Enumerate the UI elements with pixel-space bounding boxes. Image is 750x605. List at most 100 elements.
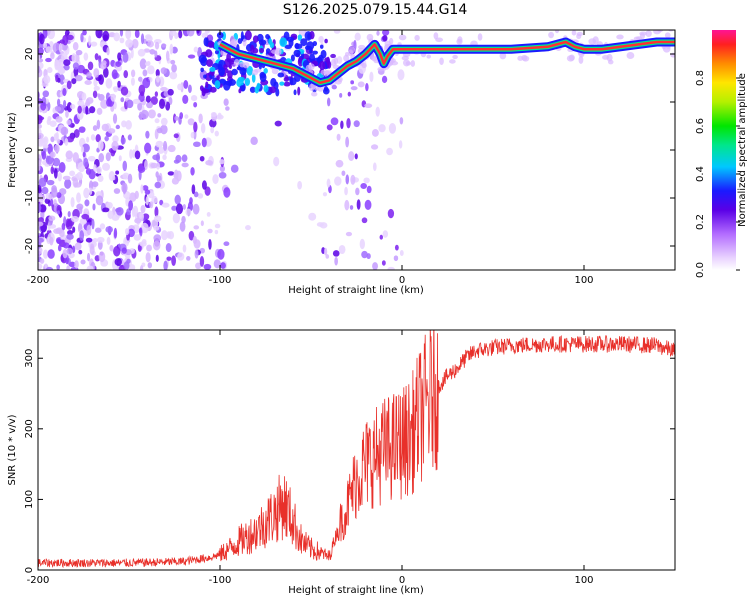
spectrogram-cell (82, 151, 86, 158)
spectrogram-cell (56, 238, 63, 245)
spectrogram-cell (456, 38, 463, 45)
spectrogram-cell (125, 39, 134, 48)
spectrogram-cell (200, 123, 206, 134)
spectrogram-ridge (219, 40, 675, 85)
spectrogram-cell (93, 164, 97, 172)
snr-ylabel: SNR (10 * v/v) (7, 414, 18, 485)
spectrogram-cell (38, 263, 43, 270)
spectrogram-cell (146, 40, 154, 48)
spectrogram-cell (55, 131, 59, 141)
spectrogram-cell (173, 133, 179, 139)
spectrogram-cell (173, 159, 180, 164)
spectrogram-cell (103, 67, 109, 78)
spectrogram-cell (349, 205, 354, 210)
spectrogram-cell (154, 41, 160, 50)
spectrogram-cell (326, 124, 333, 131)
spectrogram-cell (333, 30, 341, 34)
spectrogram-cell (101, 60, 107, 66)
spectrogram-cell (376, 30, 380, 36)
spectrogram-cell (121, 120, 127, 128)
spectrogram-cell (199, 155, 205, 162)
spectrogram-cell (332, 250, 340, 257)
spectrogram-cell (377, 66, 385, 72)
spectrogram-cell (340, 120, 344, 130)
spectrogram-cell (147, 65, 155, 75)
spectrogram-cell (97, 240, 103, 250)
spectrogram-cell (156, 75, 160, 83)
spectrogram-cell (499, 52, 507, 60)
spectrogram-cell (63, 59, 71, 66)
spectrogram-cell (297, 86, 301, 96)
spectrogram-cell (96, 236, 105, 243)
spectrogram-cell (347, 91, 352, 97)
spectrogram-cell (38, 132, 44, 139)
spectrogram-cell (517, 55, 524, 61)
spectrogram-cell (84, 199, 90, 207)
spectrogram-cell (62, 99, 67, 109)
spectrogram-cell (192, 203, 200, 215)
spectrogram-cell (381, 260, 386, 266)
spectrogram-cell (200, 67, 204, 73)
spectrogram-cell (38, 47, 44, 55)
spectrogram-cell (56, 98, 61, 107)
spectrogram-cell (258, 39, 267, 46)
spectrogram-cell (69, 103, 76, 110)
spectrogram-cell (115, 124, 120, 130)
spectrogram-cell (66, 247, 73, 255)
spectrogram-cell (153, 234, 162, 242)
spectrogram-cell (38, 184, 42, 194)
spectrogram-cell (41, 186, 49, 195)
spectrogram-cell (57, 244, 62, 252)
spectrogram-cell (390, 60, 399, 66)
spectrogram-cell (45, 46, 52, 53)
spectrogram-cell (64, 178, 72, 189)
spectrogram-cell (167, 144, 176, 153)
spec-ytick-label: 0 (24, 147, 35, 153)
spectrogram-cell (89, 245, 95, 255)
spectrogram-cell (120, 97, 125, 103)
spectrogram-cell (102, 207, 110, 213)
spectrogram-cell (312, 50, 318, 55)
spectrogram-cell (162, 154, 167, 161)
spectrogram-cell (129, 149, 133, 159)
spectrogram-cell (83, 187, 90, 199)
spectrogram-cell (263, 84, 269, 93)
spectrogram-cell (361, 217, 368, 224)
spectrogram-cell (139, 91, 145, 97)
spectrogram-cell (74, 74, 83, 82)
spectrogram-cell (92, 125, 98, 132)
spectrogram-cell (161, 43, 167, 48)
spectrogram-cell (88, 180, 94, 190)
spectrogram-cell (251, 73, 256, 83)
spectrogram-cell (140, 33, 145, 45)
spectrogram-cell (90, 41, 98, 47)
spectrogram-cell (182, 244, 187, 253)
snr-xtick-label: 0 (399, 575, 405, 586)
spectrogram-cell (95, 134, 101, 143)
spectrogram-cell (354, 32, 361, 41)
spectrogram-cell (125, 228, 130, 236)
spectrogram-cell (87, 155, 96, 162)
spectrogram-cell (132, 98, 141, 105)
spectrogram-cell (128, 264, 136, 270)
spectrogram-cell (104, 135, 109, 142)
spectrogram-cell (449, 59, 456, 64)
spectrogram-cell (86, 224, 92, 236)
spectrogram-cell (154, 215, 162, 223)
spectrogram-cell (96, 107, 103, 115)
spectrogram-cell (74, 242, 82, 251)
spectrogram-cell (54, 106, 62, 112)
spectrogram-cell (206, 212, 211, 217)
spectrogram-cell (52, 157, 61, 167)
spectrogram-cell (477, 33, 483, 41)
spectrogram-cell (265, 33, 270, 40)
spectrogram-cell (207, 41, 215, 48)
spectrogram-cell (399, 249, 404, 256)
spectrogram-cell (198, 113, 203, 124)
spectrogram-cell (38, 65, 41, 74)
spectrogram-cell (348, 46, 356, 54)
spectrogram-cell (182, 204, 186, 210)
spectrogram-cell (118, 155, 122, 162)
spectrogram-cell (106, 236, 111, 245)
